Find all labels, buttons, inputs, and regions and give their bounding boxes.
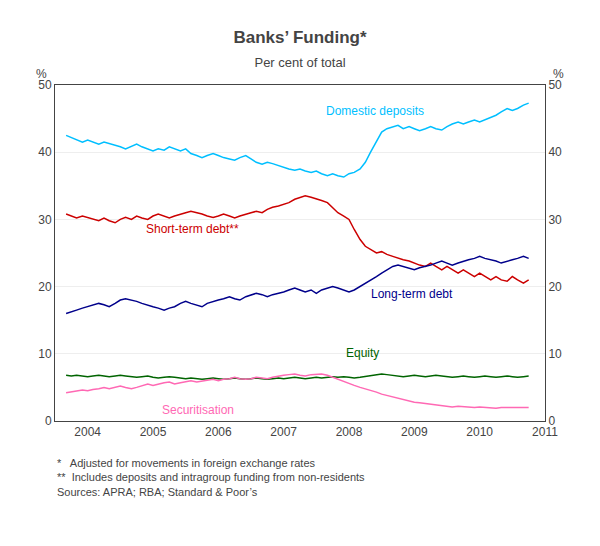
svg-text:Equity: Equity: [346, 346, 379, 360]
svg-text:2007: 2007: [270, 425, 297, 439]
svg-text:Short-term debt**: Short-term debt**: [146, 222, 239, 236]
svg-text:10: 10: [548, 347, 562, 361]
svg-text:* Adjusted for movements in: * Adjusted for movements in foreign exch…: [57, 457, 365, 498]
svg-text:Securitisation: Securitisation: [162, 403, 234, 417]
svg-text:40: 40: [38, 145, 52, 159]
svg-text:0: 0: [548, 414, 555, 428]
svg-text:50: 50: [38, 78, 52, 92]
svg-text:0: 0: [45, 414, 52, 428]
svg-text:Long-term debt: Long-term debt: [371, 287, 453, 301]
svg-text:20: 20: [548, 280, 562, 294]
svg-text:2010: 2010: [466, 425, 493, 439]
svg-text:20: 20: [38, 280, 52, 294]
svg-text:2008: 2008: [336, 425, 363, 439]
svg-text:2011: 2011: [532, 425, 558, 439]
svg-text:50: 50: [548, 78, 562, 92]
svg-text:30: 30: [38, 213, 52, 227]
svg-text:Per cent of total: Per cent of total: [254, 55, 345, 70]
svg-text:%: %: [553, 67, 564, 81]
svg-text:30: 30: [548, 213, 562, 227]
svg-text:2005: 2005: [140, 425, 167, 439]
svg-text:2004: 2004: [74, 425, 101, 439]
svg-text:Banks’ Funding*: Banks’ Funding*: [233, 28, 367, 47]
svg-text:40: 40: [548, 145, 562, 159]
svg-text:%: %: [36, 67, 47, 81]
svg-text:Domestic deposits: Domestic deposits: [326, 104, 424, 118]
svg-text:2009: 2009: [401, 425, 428, 439]
svg-text:2006: 2006: [205, 425, 232, 439]
svg-text:10: 10: [38, 347, 52, 361]
